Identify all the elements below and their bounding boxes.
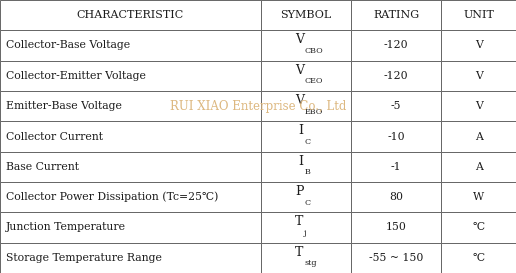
- Text: V: V: [295, 94, 303, 107]
- Bar: [441, 243, 516, 273]
- Bar: [0, 30, 261, 61]
- Bar: [261, 91, 351, 121]
- Bar: [441, 61, 516, 91]
- Bar: [261, 0, 351, 30]
- Text: -5: -5: [391, 101, 401, 111]
- Text: 80: 80: [389, 192, 403, 202]
- Text: -1: -1: [391, 162, 401, 172]
- Bar: [0, 182, 261, 212]
- Bar: [261, 30, 351, 61]
- Text: Junction Temperature: Junction Temperature: [6, 222, 126, 233]
- Bar: [261, 121, 351, 152]
- Text: I: I: [299, 155, 303, 168]
- Bar: [351, 121, 441, 152]
- Text: CBO: CBO: [304, 47, 323, 55]
- Bar: [261, 152, 351, 182]
- Text: C: C: [304, 138, 310, 146]
- Text: Base Current: Base Current: [6, 162, 79, 172]
- Text: Emitter-Base Voltage: Emitter-Base Voltage: [6, 101, 122, 111]
- Text: V: V: [475, 71, 482, 81]
- Text: P: P: [295, 185, 303, 198]
- Text: A: A: [475, 162, 482, 172]
- Text: UNIT: UNIT: [463, 10, 494, 20]
- Bar: [0, 91, 261, 121]
- Bar: [0, 212, 261, 243]
- Text: V: V: [475, 101, 482, 111]
- Text: ℃: ℃: [473, 222, 485, 233]
- Text: W: W: [473, 192, 484, 202]
- Bar: [261, 212, 351, 243]
- Text: SYMBOL: SYMBOL: [280, 10, 331, 20]
- Text: B: B: [304, 168, 310, 176]
- Bar: [441, 212, 516, 243]
- Bar: [351, 182, 441, 212]
- Text: ℃: ℃: [473, 253, 485, 263]
- Bar: [261, 61, 351, 91]
- Bar: [0, 61, 261, 91]
- Bar: [261, 243, 351, 273]
- Text: CEO: CEO: [304, 78, 322, 85]
- Bar: [351, 30, 441, 61]
- Text: V: V: [475, 40, 482, 51]
- Text: RATING: RATING: [373, 10, 419, 20]
- Text: T: T: [295, 215, 303, 228]
- Bar: [0, 243, 261, 273]
- Bar: [261, 182, 351, 212]
- Bar: [441, 121, 516, 152]
- Text: Collector-Emitter Voltage: Collector-Emitter Voltage: [6, 71, 146, 81]
- Text: -10: -10: [387, 132, 405, 141]
- Text: Storage Temperature Range: Storage Temperature Range: [6, 253, 162, 263]
- Bar: [351, 0, 441, 30]
- Text: -120: -120: [384, 40, 408, 51]
- Bar: [441, 91, 516, 121]
- Text: V: V: [295, 64, 303, 77]
- Text: -120: -120: [384, 71, 408, 81]
- Text: CHARACTERISTIC: CHARACTERISTIC: [77, 10, 184, 20]
- Bar: [351, 152, 441, 182]
- Text: stg: stg: [304, 259, 317, 268]
- Text: C: C: [304, 199, 310, 207]
- Text: RUI XIAO Enterprise Co., Ltd: RUI XIAO Enterprise Co., Ltd: [170, 100, 346, 113]
- Text: j: j: [304, 229, 307, 237]
- Text: EBO: EBO: [304, 108, 322, 116]
- Text: T: T: [295, 246, 303, 259]
- Bar: [351, 212, 441, 243]
- Text: Collector Power Dissipation (Tc=25℃): Collector Power Dissipation (Tc=25℃): [6, 192, 219, 203]
- Text: V: V: [295, 33, 303, 46]
- Text: 150: 150: [385, 222, 407, 233]
- Text: Collector Current: Collector Current: [6, 132, 103, 141]
- Bar: [441, 0, 516, 30]
- Bar: [441, 30, 516, 61]
- Bar: [351, 61, 441, 91]
- Text: -55 ~ 150: -55 ~ 150: [369, 253, 423, 263]
- Text: I: I: [299, 124, 303, 137]
- Bar: [441, 152, 516, 182]
- Bar: [351, 243, 441, 273]
- Bar: [0, 152, 261, 182]
- Bar: [351, 91, 441, 121]
- Text: A: A: [475, 132, 482, 141]
- Bar: [441, 182, 516, 212]
- Bar: [0, 121, 261, 152]
- Bar: [0, 0, 261, 30]
- Text: Collector-Base Voltage: Collector-Base Voltage: [6, 40, 131, 51]
